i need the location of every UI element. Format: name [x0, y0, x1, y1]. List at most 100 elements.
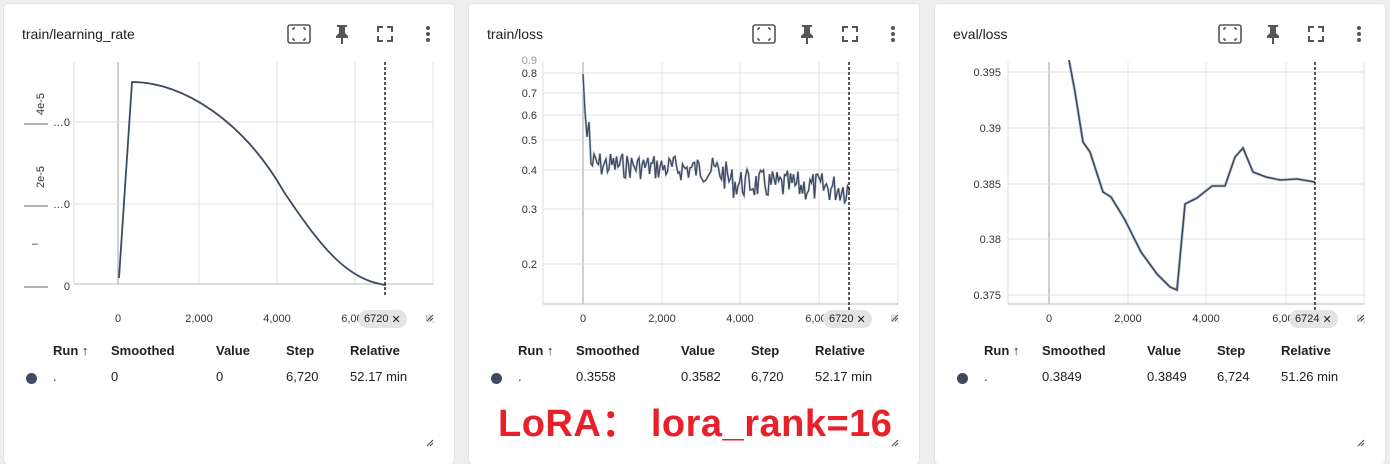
pin-button[interactable] [326, 18, 358, 50]
x-tick-label: 2,000 [185, 313, 213, 325]
cell-step: 6,720 [286, 369, 319, 384]
x-tick-label: 2,000 [1114, 313, 1142, 325]
close-icon[interactable]: ✕ [1322, 313, 1332, 326]
step-badge-value: 6720 [364, 313, 389, 325]
y-tick-label: – [32, 238, 39, 250]
y-tick-label: 0.385 [973, 179, 1001, 191]
pin-icon [336, 25, 348, 44]
x-tick-label: 4,000 [726, 313, 754, 325]
col-header-relative[interactable]: Relative [815, 343, 865, 358]
run-color-dot [26, 373, 37, 384]
cell-relative: 51.26 min [1281, 369, 1339, 384]
cell-run: . [984, 369, 988, 384]
fullscreen-button[interactable] [1300, 18, 1332, 50]
step-badge[interactable]: 6720 ✕ [823, 310, 872, 328]
col-header-smoothed[interactable]: Smoothed [111, 343, 175, 358]
y-tick-label: 0 [64, 281, 70, 293]
card-learning-rate: train/learning_rate 4e-5 2e-5 …0 …0 – [4, 4, 454, 464]
x-tick-label: 0 [580, 313, 586, 325]
y-tick-label: 4e-5 [35, 93, 47, 115]
x-tick-label: 8, [1356, 313, 1365, 325]
cell-value: 0.3849 [1147, 369, 1187, 384]
card-title: train/loss [487, 26, 544, 42]
y-tick-label: 0.8 [522, 68, 537, 80]
close-icon[interactable]: ✕ [391, 313, 401, 326]
more-options-button[interactable] [1343, 18, 1375, 50]
cell-run: . [518, 369, 522, 384]
close-icon[interactable]: ✕ [856, 313, 866, 326]
card-title: eval/loss [953, 26, 1008, 42]
resize-handle-icon[interactable] [889, 437, 899, 447]
card-toolbar [272, 18, 444, 50]
card-toolbar [1203, 18, 1375, 50]
col-header-value[interactable]: Value [1147, 343, 1181, 358]
col-header-run[interactable]: Run ↑ [984, 343, 1020, 358]
x-tick-label: 0 [1046, 313, 1052, 325]
fullscreen-icon [1308, 26, 1324, 42]
step-badge[interactable]: 6720 ✕ [358, 310, 407, 328]
x-tick-label: 8, [890, 313, 899, 325]
step-badge-value: 6720 [829, 313, 854, 325]
pin-button[interactable] [791, 18, 823, 50]
y-tick-label: 0.4 [522, 165, 537, 177]
cell-step: 6,720 [751, 369, 784, 384]
more-vert-icon [891, 26, 895, 42]
pin-button[interactable] [1257, 18, 1289, 50]
col-header-run[interactable]: Run ↑ [53, 343, 89, 358]
fit-domain-button[interactable] [1214, 18, 1246, 50]
y-tick-label: 2e-5 [35, 166, 47, 188]
col-header-smoothed[interactable]: Smoothed [576, 343, 640, 358]
resize-handle-icon[interactable] [1355, 437, 1365, 447]
col-header-step[interactable]: Step [751, 343, 780, 358]
series-raw-line [1067, 59, 1316, 293]
more-options-button[interactable] [877, 18, 909, 50]
step-badge-value: 6724 [1295, 313, 1320, 325]
col-header-relative[interactable]: Relative [1281, 343, 1331, 358]
step-badge[interactable]: 6724 ✕ [1289, 310, 1338, 328]
more-options-button[interactable] [412, 18, 444, 50]
col-header-step[interactable]: Step [1217, 343, 1246, 358]
cell-smoothed: 0.3849 [1042, 369, 1082, 384]
series-line [118, 81, 387, 286]
pin-icon [1267, 25, 1279, 44]
y-tick-label: 0.375 [973, 290, 1001, 302]
col-header-smoothed[interactable]: Smoothed [1042, 343, 1106, 358]
resize-handle-icon[interactable] [424, 437, 434, 447]
fit-domain-button[interactable] [748, 18, 780, 50]
watermark-caption: LoRA： lora_rank=16 [498, 403, 893, 445]
cell-relative: 52.17 min [815, 369, 873, 384]
x-tick-label: 2,000 [648, 313, 676, 325]
card-toolbar [737, 18, 909, 50]
resize-handle-icon[interactable] [1355, 312, 1365, 322]
y-tick-label: …0 [53, 199, 70, 211]
chart-train-loss[interactable]: 0.9 0.8 0.7 0.6 0.5 0.4 0.3 0.2 0 2,000 … [469, 52, 919, 327]
series-line [582, 73, 850, 205]
fit-domain-button[interactable] [283, 18, 315, 50]
fullscreen-button[interactable] [834, 18, 866, 50]
fullscreen-icon [842, 26, 858, 42]
x-tick-label: 0 [115, 313, 121, 325]
fullscreen-button[interactable] [369, 18, 401, 50]
x-tick-label: 8, [425, 313, 434, 325]
x-tick-label: 4,000 [1192, 313, 1220, 325]
y-tick-label: 0.395 [973, 67, 1001, 79]
chart-learning-rate[interactable]: 4e-5 2e-5 …0 …0 – 0 0 2,000 4,000 6,000 … [4, 52, 454, 327]
col-header-value[interactable]: Value [681, 343, 715, 358]
col-header-step[interactable]: Step [286, 343, 315, 358]
chart-eval-loss[interactable]: 0.395 0.39 0.385 0.38 0.375 0 2,000 4,00… [935, 52, 1385, 327]
y-tick-label: 0.5 [522, 135, 537, 147]
cell-relative: 52.17 min [350, 369, 408, 384]
resize-handle-icon[interactable] [424, 312, 434, 322]
col-header-run[interactable]: Run ↑ [518, 343, 554, 358]
col-header-relative[interactable]: Relative [350, 343, 400, 358]
y-tick-label: 0.38 [980, 234, 1001, 246]
col-header-value[interactable]: Value [216, 343, 250, 358]
series-line [1068, 59, 1316, 292]
cell-value: 0 [216, 369, 224, 384]
y-tick-label: 0.7 [522, 88, 537, 100]
y-tick-label: 0.39 [980, 123, 1001, 135]
resize-handle-icon[interactable] [889, 312, 899, 322]
fit-domain-icon [752, 24, 776, 44]
svg-text:0.9: 0.9 [522, 55, 537, 67]
y-tick-label: 0.2 [522, 259, 537, 271]
